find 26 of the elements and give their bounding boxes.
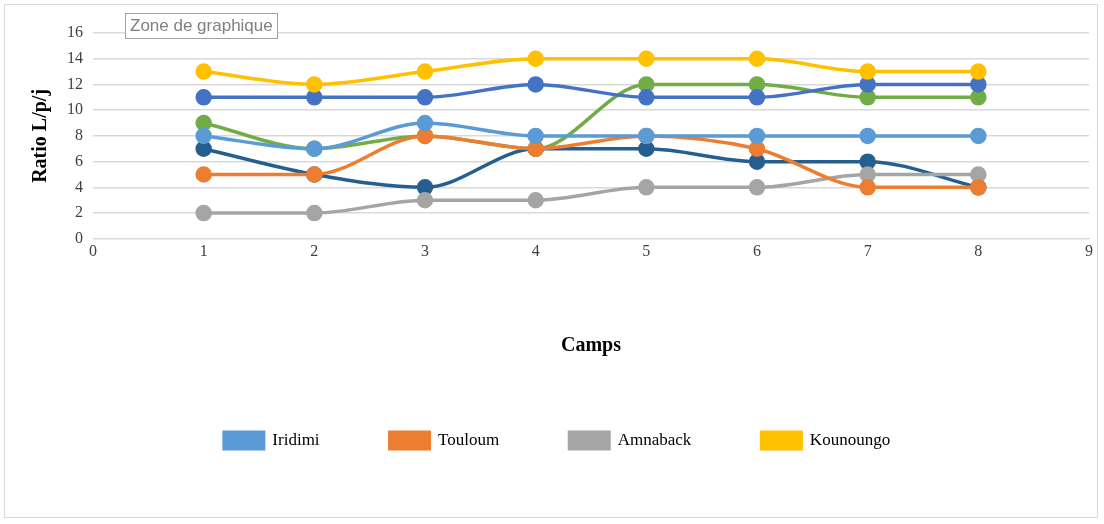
legend-label: Kounoungo (809, 429, 891, 449)
x-tick-label: 1 (199, 241, 208, 259)
y-axis-title: Ratio L/p/j (28, 88, 52, 183)
y-tick-label: 12 (67, 74, 83, 92)
y-tick-label: 10 (67, 100, 83, 118)
x-tick-label: 9 (1085, 241, 1093, 259)
legend-label: Amnaback (617, 429, 692, 449)
x-tick-label: 5 (642, 241, 651, 259)
y-tick-label: 0 (75, 229, 83, 246)
x-tick-label: 3 (421, 241, 429, 259)
y-tick-label: 6 (75, 151, 83, 169)
y-tick-label: 4 (75, 177, 83, 195)
x-axis-title: Camps (560, 333, 622, 357)
x-tick-label: 7 (863, 241, 872, 259)
y-tick-label: 14 (67, 48, 83, 66)
x-tick-label: 0 (89, 241, 97, 259)
legend-label: Touloum (438, 429, 500, 449)
x-tick-label: 2 (310, 241, 319, 259)
y-tick-label: 8 (75, 126, 83, 144)
x-tick-label: 6 (753, 241, 761, 259)
x-tick-label: 8 (974, 241, 983, 259)
legend-label: Iridimi (272, 429, 320, 449)
y-tick-label: 16 (67, 23, 83, 41)
annotation: Zone de graphique (125, 13, 278, 39)
x-tick-label: 4 (531, 241, 540, 259)
y-tick-label: 2 (75, 203, 83, 221)
